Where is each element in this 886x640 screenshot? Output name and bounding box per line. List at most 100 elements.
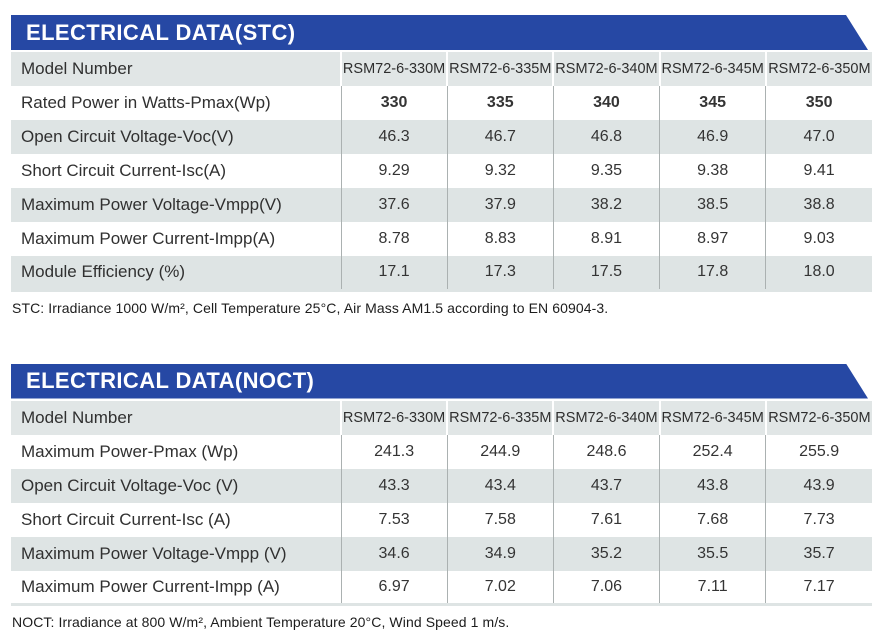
spec-value: 7.11 xyxy=(659,570,766,605)
table-row: Module Efficiency (%) 17.1 17.3 17.5 17.8 18.… xyxy=(11,256,872,290)
noct-section: ELECTRICAL DATA(NOCT) Model Number RSM72-… xyxy=(11,364,886,630)
stc-section: ELECTRICAL DATA(STC) Model Number RSM72-6… xyxy=(11,0,886,316)
spec-value: 17.8 xyxy=(659,256,766,290)
spec-value: 17.3 xyxy=(446,256,554,290)
spec-label: Maximum Power Voltage-Vmpp(V) xyxy=(11,188,341,222)
model-number-value: RSM72-6-350M xyxy=(764,52,872,86)
spec-value: 7.73 xyxy=(765,502,872,537)
spec-value: 38.5 xyxy=(659,188,766,222)
spec-label: Module Efficiency (%) xyxy=(11,256,341,290)
spec-value: 7.02 xyxy=(446,570,554,605)
table-row: Maximum Power Voltage-Vmpp (V) 34.6 34.9 35… xyxy=(11,536,872,571)
model-number-value: RSM72-6-350M xyxy=(764,400,872,435)
spec-value: 34.6 xyxy=(340,536,448,571)
spec-value: 8.78 xyxy=(340,222,448,256)
spec-value: 43.4 xyxy=(446,468,554,503)
spec-value: 43.9 xyxy=(765,468,872,503)
noct-table: Model Number RSM72-6-330M RSM72-6-335M RSM7… xyxy=(11,400,872,606)
stc-section-title: ELECTRICAL DATA(STC) xyxy=(26,19,296,45)
spec-value: 46.3 xyxy=(340,120,448,154)
spec-value: 7.58 xyxy=(446,502,554,537)
spec-value: 34.9 xyxy=(446,536,554,571)
spec-value: 330 xyxy=(340,86,448,120)
spec-label: Short Circuit Current-Isc (A) xyxy=(11,502,341,537)
model-number-value: RSM72-6-330M xyxy=(339,400,448,435)
model-header-row: Model Number RSM72-6-330M RSM72-6-335M RSM7… xyxy=(11,52,872,86)
spec-value: 46.8 xyxy=(552,120,660,154)
spec-label: Maximum Power Voltage-Vmpp (V) xyxy=(11,536,341,571)
table-row: Maximum Power Voltage-Vmpp(V) 37.6 37.9 38.… xyxy=(11,188,872,222)
spec-value: 38.8 xyxy=(765,188,872,222)
spec-value: 252.4 xyxy=(659,434,766,469)
spec-value: 8.83 xyxy=(446,222,554,256)
spec-value: 244.9 xyxy=(446,434,554,469)
spec-value: 35.5 xyxy=(659,536,766,571)
model-number-value: RSM72-6-335M xyxy=(446,52,554,86)
spec-value: 345 xyxy=(659,86,766,120)
stc-table: Model Number RSM72-6-330M RSM72-6-335M RSM7… xyxy=(11,52,872,292)
spec-value: 43.7 xyxy=(552,468,660,503)
model-number-value: RSM72-6-340M xyxy=(552,52,660,86)
spec-value: 350 xyxy=(765,86,872,120)
model-number-value: RSM72-6-340M xyxy=(552,400,660,435)
spec-label: Maximum Power Current-Impp (A) xyxy=(11,570,341,605)
spec-value: 9.35 xyxy=(552,154,660,188)
spec-value: 7.06 xyxy=(552,570,660,605)
spec-value: 37.9 xyxy=(446,188,554,222)
spec-label: Maximum Power-Pmax (Wp) xyxy=(11,434,341,469)
spec-label: Maximum Power Current-Impp(A) xyxy=(11,222,341,256)
spec-value: 335 xyxy=(446,86,554,120)
spec-value: 43.3 xyxy=(340,468,448,503)
spec-value: 9.29 xyxy=(340,154,448,188)
spec-value: 9.41 xyxy=(765,154,872,188)
noct-banner: ELECTRICAL DATA(NOCT) xyxy=(11,364,868,399)
spec-label: Open Circuit Voltage-Voc(V) xyxy=(11,120,341,154)
model-number-value: RSM72-6-330M xyxy=(339,52,448,86)
spec-value: 17.1 xyxy=(340,256,448,290)
model-number-value: RSM72-6-335M xyxy=(446,400,554,435)
spec-value: 43.8 xyxy=(659,468,766,503)
spec-value: 38.2 xyxy=(552,188,660,222)
spec-value: 9.38 xyxy=(659,154,766,188)
spec-value: 241.3 xyxy=(340,434,448,469)
spec-value: 9.03 xyxy=(765,222,872,256)
model-number-value: RSM72-6-345M xyxy=(658,52,766,86)
spec-value: 255.9 xyxy=(765,434,872,469)
stc-footnote: STC: Irradiance 1000 W/m², Cell Temperat… xyxy=(12,299,609,316)
spec-value: 7.61 xyxy=(552,502,660,537)
table-row: Maximum Power-Pmax (Wp) 241.3 244.9 248.6 25… xyxy=(11,434,872,469)
spec-value: 8.97 xyxy=(659,222,766,256)
spec-value: 47.0 xyxy=(765,120,872,154)
spec-value: 35.2 xyxy=(552,536,660,571)
table-row: Short Circuit Current-Isc(A) 9.29 9.32 9.35… xyxy=(11,154,872,188)
stc-banner: ELECTRICAL DATA(STC) xyxy=(11,15,868,50)
spec-label: Rated Power in Watts-Pmax(Wp) xyxy=(11,86,341,120)
model-number-value: RSM72-6-345M xyxy=(658,400,766,435)
spec-value: 18.0 xyxy=(765,256,872,290)
table-row: Maximum Power Current-Impp(A) 8.78 8.83 8.9… xyxy=(11,222,872,256)
model-number-label: Model Number xyxy=(11,52,341,86)
spec-label: Open Circuit Voltage-Voc (V) xyxy=(11,468,341,503)
table-row: Open Circuit Voltage-Voc(V) 46.3 46.7 46.8 4… xyxy=(11,120,872,154)
spec-value: 46.9 xyxy=(659,120,766,154)
spec-value: 8.91 xyxy=(552,222,660,256)
spec-value: 7.68 xyxy=(659,502,766,537)
spec-value: 7.53 xyxy=(340,502,448,537)
table-row: Short Circuit Current-Isc (A) 7.53 7.58 7.6… xyxy=(11,502,872,537)
spec-value: 37.6 xyxy=(340,188,448,222)
noct-footnote: NOCT: Irradiance at 800 W/m², Ambient Te… xyxy=(12,614,510,630)
model-number-label: Model Number xyxy=(11,400,341,435)
noct-section-title: ELECTRICAL DATA(NOCT) xyxy=(26,368,315,393)
spec-value: 7.17 xyxy=(765,570,872,605)
table-row: Maximum Power Current-Impp (A) 6.97 7.02 7.… xyxy=(11,570,872,605)
table-row: Rated Power in Watts-Pmax(Wp) 330 335 340 34… xyxy=(11,86,872,120)
table-row: Open Circuit Voltage-Voc (V) 43.3 43.4 43.7… xyxy=(11,468,872,503)
spec-value: 17.5 xyxy=(552,256,660,290)
spec-value: 46.7 xyxy=(446,120,554,154)
spec-value: 9.32 xyxy=(446,154,554,188)
model-header-row: Model Number RSM72-6-330M RSM72-6-335M RSM7… xyxy=(11,400,872,435)
spec-value: 6.97 xyxy=(340,570,448,605)
spec-value: 340 xyxy=(552,86,660,120)
spec-label: Short Circuit Current-Isc(A) xyxy=(11,154,341,188)
